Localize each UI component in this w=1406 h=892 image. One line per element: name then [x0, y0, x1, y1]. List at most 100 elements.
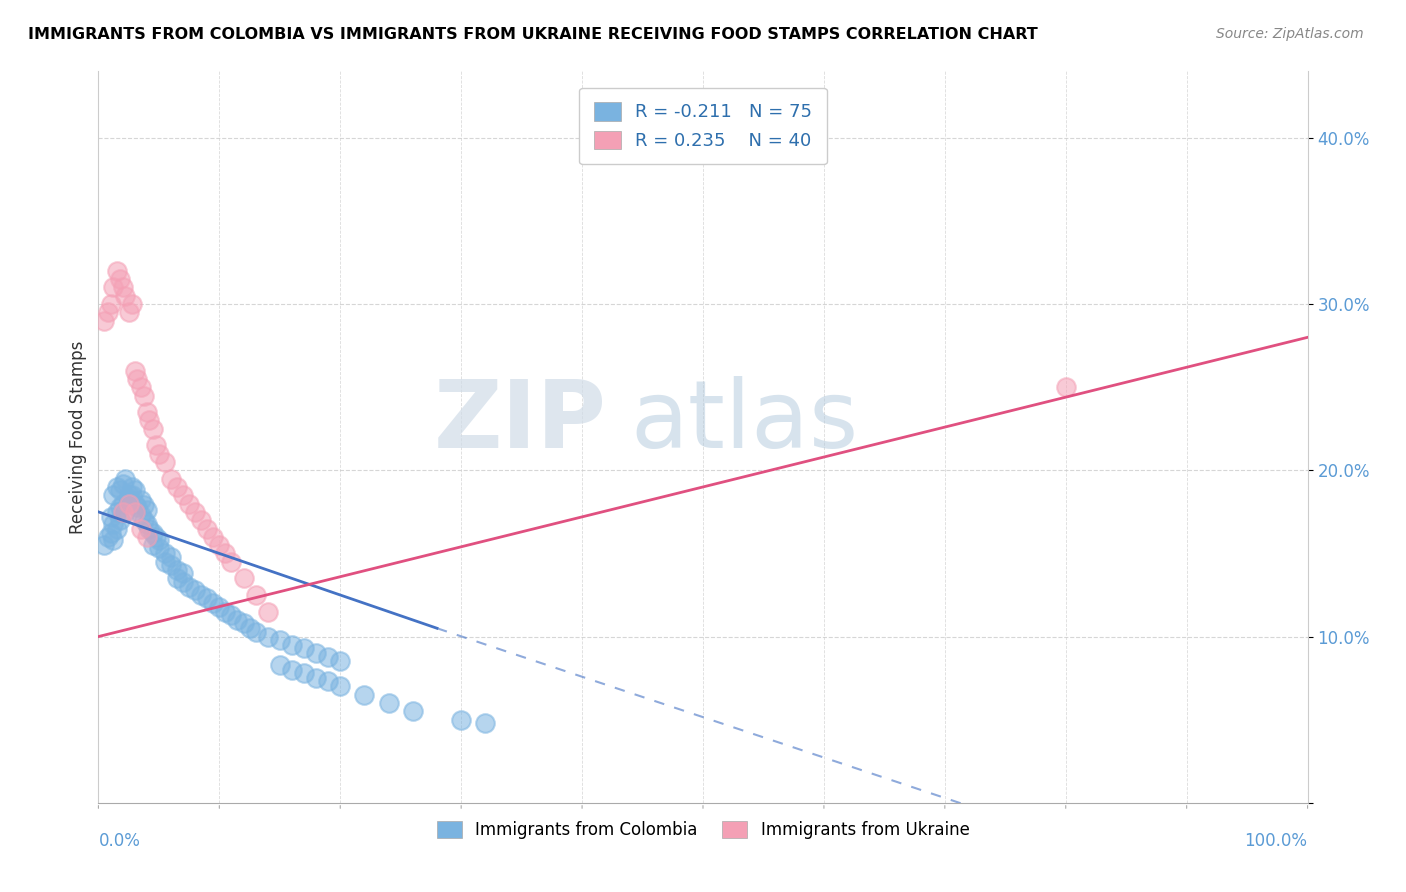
Point — [105, 264, 128, 278]
Point — [160, 549, 183, 564]
Point — [105, 505, 128, 519]
Point — [1054, 380, 1077, 394]
Point — [135, 530, 157, 544]
Point — [118, 488, 141, 502]
Point — [111, 280, 134, 294]
Point — [118, 493, 141, 508]
Text: 100.0%: 100.0% — [1244, 832, 1308, 850]
Point — [127, 372, 149, 386]
Point — [226, 613, 249, 627]
Point — [329, 680, 352, 694]
Point — [329, 655, 352, 669]
Text: 0.0%: 0.0% — [98, 832, 141, 850]
Point — [135, 405, 157, 419]
Point — [118, 491, 141, 506]
Point — [232, 571, 254, 585]
Point — [281, 663, 304, 677]
Point — [202, 596, 225, 610]
Point — [208, 599, 231, 614]
Point — [124, 363, 146, 377]
Point — [111, 505, 134, 519]
Point — [129, 508, 152, 523]
Point — [100, 526, 122, 541]
Point — [142, 422, 165, 436]
Point — [105, 480, 128, 494]
Point — [232, 616, 254, 631]
Point — [118, 305, 141, 319]
Point — [184, 505, 207, 519]
Text: ZIP: ZIP — [433, 376, 606, 468]
Legend: Immigrants from Colombia, Immigrants from Ukraine: Immigrants from Colombia, Immigrants fro… — [430, 814, 976, 846]
Point — [153, 555, 176, 569]
Point — [256, 605, 278, 619]
Point — [316, 674, 339, 689]
Point — [214, 605, 236, 619]
Point — [101, 533, 124, 548]
Point — [142, 526, 165, 541]
Point — [134, 513, 156, 527]
Point — [305, 646, 328, 660]
Point — [305, 671, 328, 685]
Point — [101, 280, 124, 294]
Point — [172, 488, 194, 502]
Point — [108, 500, 131, 514]
Point — [129, 521, 152, 535]
Point — [105, 521, 128, 535]
Point — [114, 472, 136, 486]
Point — [184, 582, 207, 597]
Point — [172, 574, 194, 589]
Text: IMMIGRANTS FROM COLOMBIA VS IMMIGRANTS FROM UKRAINE RECEIVING FOOD STAMPS CORREL: IMMIGRANTS FROM COLOMBIA VS IMMIGRANTS F… — [28, 27, 1038, 42]
Point — [214, 546, 236, 560]
Point — [118, 497, 141, 511]
Point — [153, 455, 176, 469]
Point — [100, 509, 122, 524]
Point — [402, 705, 425, 719]
Point — [166, 480, 188, 494]
Text: Source: ZipAtlas.com: Source: ZipAtlas.com — [1216, 27, 1364, 41]
Point — [135, 516, 157, 531]
Point — [202, 530, 225, 544]
Point — [135, 503, 157, 517]
Point — [377, 696, 399, 710]
Point — [134, 388, 156, 402]
Point — [121, 488, 143, 502]
Point — [108, 272, 131, 286]
Point — [148, 447, 170, 461]
Point — [239, 621, 262, 635]
Point — [108, 513, 131, 527]
Point — [190, 513, 212, 527]
Point — [134, 498, 156, 512]
Point — [292, 666, 315, 681]
Point — [111, 476, 134, 491]
Point — [101, 516, 124, 531]
Point — [269, 632, 291, 647]
Point — [93, 314, 115, 328]
Point — [127, 500, 149, 514]
Point — [281, 638, 304, 652]
Point — [101, 488, 124, 502]
Point — [450, 713, 472, 727]
Point — [138, 521, 160, 535]
Point — [179, 497, 201, 511]
Point — [97, 305, 120, 319]
Text: atlas: atlas — [630, 376, 859, 468]
Point — [166, 563, 188, 577]
Point — [172, 566, 194, 581]
Point — [269, 657, 291, 672]
Point — [93, 538, 115, 552]
Point — [195, 521, 218, 535]
Point — [121, 297, 143, 311]
Point — [145, 530, 167, 544]
Point — [97, 530, 120, 544]
Point — [124, 483, 146, 498]
Point — [153, 546, 176, 560]
Y-axis label: Receiving Food Stamps: Receiving Food Stamps — [69, 341, 87, 533]
Point — [221, 555, 243, 569]
Point — [160, 558, 183, 573]
Point — [114, 289, 136, 303]
Point — [111, 497, 134, 511]
Point — [166, 571, 188, 585]
Point — [292, 641, 315, 656]
Point — [245, 588, 267, 602]
Point — [148, 541, 170, 556]
